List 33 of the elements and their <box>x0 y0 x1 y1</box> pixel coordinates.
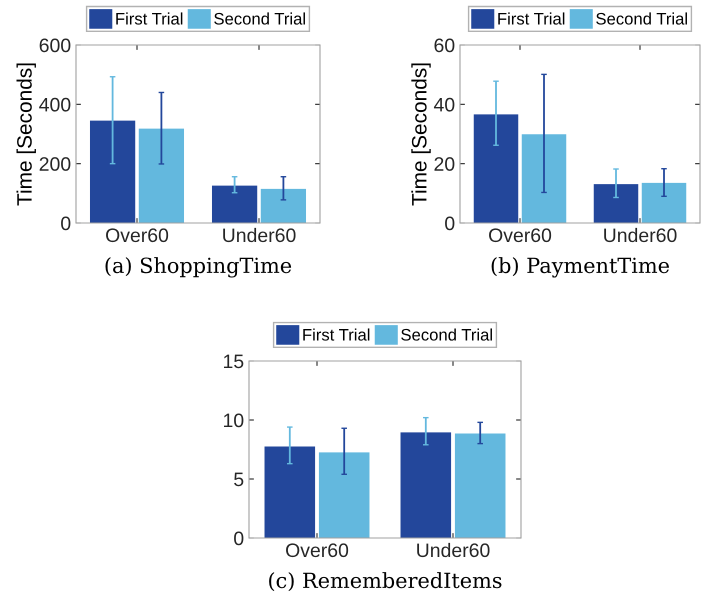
x-axis-title: (c) RememberedItems <box>269 572 502 592</box>
y-tick-label: 0 <box>445 216 454 230</box>
x-axis-title: (a) ShoppingTime <box>106 257 292 278</box>
y-tick-label: 0 <box>234 531 244 546</box>
x-tick-label: Over60 <box>106 228 168 242</box>
y-tick-label: 400 <box>39 98 70 112</box>
x-tick-label: Over60 <box>489 228 552 242</box>
legend-label: Second Trial <box>596 12 687 25</box>
y-tick-label: 600 <box>40 38 70 52</box>
y-axis-title: Time [Seconds] <box>411 64 431 206</box>
x-tick-label: Under60 <box>223 228 296 242</box>
bar <box>263 445 316 538</box>
legend-label: First Trial <box>116 12 182 25</box>
bar <box>399 431 452 538</box>
y-tick-label: 60 <box>434 38 454 52</box>
legend-label: Second Trial <box>401 328 492 341</box>
bar <box>454 432 507 538</box>
x-axis-title: (b) PaymentTime <box>492 257 669 278</box>
y-tick-label: 20 <box>434 157 454 171</box>
x-tick-label: Under60 <box>604 228 677 242</box>
x-tick-label: Over60 <box>286 543 348 558</box>
legend-label: First Trial <box>498 12 564 25</box>
legend-label: First Trial <box>303 328 370 341</box>
bar <box>318 451 371 538</box>
y-axis-title: Time [Seconds] <box>16 64 36 206</box>
legend-label: Second Trial <box>214 12 305 25</box>
y-tick-label: 5 <box>234 472 244 486</box>
y-tick-label: 15 <box>224 354 244 368</box>
x-tick-label: Under60 <box>417 542 490 558</box>
y-tick-label: 40 <box>434 98 454 112</box>
y-tick-label: 0 <box>61 216 70 230</box>
y-tick-label: 200 <box>40 157 70 171</box>
y-tick-label: 10 <box>224 413 244 428</box>
